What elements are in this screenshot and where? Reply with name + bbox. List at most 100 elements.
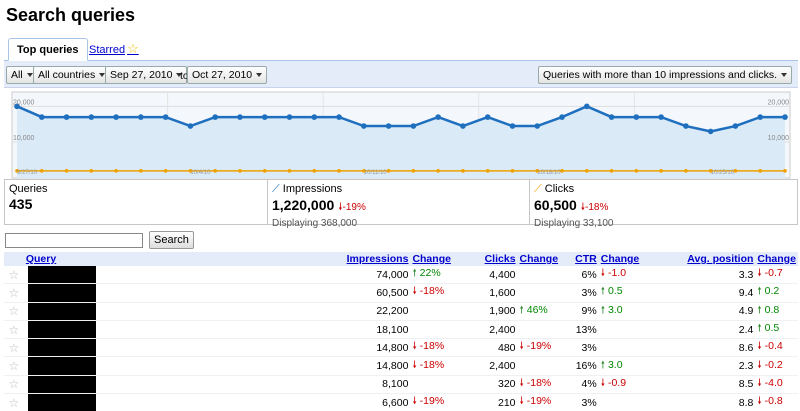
table-row[interactable]: ☆ 74,000 🠕 22% 4,400 6% 🠗 -1.0 3.3 🠗 -0.7 bbox=[4, 266, 798, 285]
country-dropdown[interactable]: All countries bbox=[33, 66, 111, 84]
query-cell-redacted[interactable] bbox=[23, 320, 114, 340]
star-toggle-icon[interactable]: ☆ bbox=[4, 320, 24, 340]
table-header-row: Query Impressions Change Clicks Change C… bbox=[4, 252, 798, 266]
query-filter-dropdown[interactable]: Queries with more than 10 impressions an… bbox=[537, 66, 792, 84]
header-impressions-change[interactable]: Change bbox=[410, 252, 478, 266]
impressions-point bbox=[509, 123, 516, 129]
table-row[interactable]: ☆ 22,200 1,900 🠕 46% 9% 🠕 3.0 4.9 🠕 0.8 bbox=[4, 302, 798, 321]
clicks-point bbox=[312, 169, 317, 173]
change-cell bbox=[410, 302, 478, 321]
change-cell: 🠕 22% bbox=[410, 266, 478, 285]
clicks-point bbox=[461, 169, 465, 173]
y-axis-label-right: 20,000 bbox=[768, 99, 790, 106]
date-to-dropdown[interactable]: Oct 27, 2010 bbox=[187, 66, 268, 84]
metric-queries[interactable]: Queries 435 bbox=[5, 180, 267, 224]
impressions-point bbox=[658, 114, 664, 120]
search-input[interactable] bbox=[5, 233, 143, 248]
x-axis-tick-label: 10/18/10 bbox=[537, 170, 561, 176]
change-cell: 🠗 -18% bbox=[410, 283, 478, 303]
header-impressions[interactable]: Impressions bbox=[113, 252, 411, 266]
clicks-point bbox=[708, 169, 713, 173]
queries-chart[interactable]: 20,000 10,000 20,000 10,000 9/27/10 10/4/10 10… bbox=[4, 88, 798, 179]
impressions-point bbox=[286, 114, 293, 120]
redacted-block bbox=[27, 394, 96, 411]
table-row[interactable]: ☆ 6,600 🠗 -19% 210 🠗 -19% 3% 8.8 🠗 -0.8 bbox=[4, 393, 798, 411]
impressions-point bbox=[361, 123, 367, 129]
line-chart-icon: ⟋ bbox=[534, 183, 542, 195]
y-axis-label-right: 10,000 bbox=[768, 135, 790, 142]
metric-impressions[interactable]: ⟋ Impressions 1,220,000 🠗-19% Displaying… bbox=[267, 180, 529, 229]
star-toggle-icon[interactable]: ☆ bbox=[4, 393, 24, 411]
arrow-down-icon: 🠗 bbox=[757, 377, 762, 389]
query-cell-redacted[interactable] bbox=[23, 375, 114, 395]
clicks-point bbox=[535, 169, 540, 173]
star-toggle-icon[interactable]: ☆ bbox=[4, 375, 24, 395]
avg-position-cell: 9.4 bbox=[656, 283, 756, 303]
change-cell: 🠕 3.0 bbox=[598, 356, 657, 376]
metric-queries-value: 435 bbox=[9, 196, 33, 212]
arrow-down-icon: 🠗 bbox=[757, 268, 762, 280]
query-cell-redacted[interactable] bbox=[23, 393, 114, 411]
impressions-point bbox=[14, 103, 20, 110]
impressions-cell: 14,800 bbox=[113, 356, 411, 376]
arrow-down-icon: 🠗 bbox=[412, 286, 417, 298]
change-cell: 🠗 -4.0 bbox=[755, 375, 798, 395]
header-avg-position[interactable]: Avg. position bbox=[656, 252, 756, 266]
metric-clicks[interactable]: ⟋ Clicks 60,500 🠗-18% Displaying 33,100 bbox=[529, 180, 797, 229]
header-position-change[interactable]: Change bbox=[755, 252, 798, 266]
star-toggle-icon[interactable]: ☆ bbox=[4, 266, 24, 285]
table-row[interactable]: ☆ 18,100 2,400 13% 2.4 🠕 0.5 bbox=[4, 320, 798, 340]
star-toggle-icon[interactable]: ☆ bbox=[4, 338, 24, 358]
ctr-cell: 3% bbox=[573, 283, 599, 303]
arrow-down-icon: 🠗 bbox=[757, 396, 762, 408]
clicks-point bbox=[684, 169, 688, 173]
arrow-down-icon: 🠗 bbox=[412, 359, 417, 371]
redacted-block bbox=[27, 357, 96, 375]
header-ctr[interactable]: CTR bbox=[573, 252, 599, 266]
header-query[interactable]: Query bbox=[23, 252, 114, 266]
change-value: -18% bbox=[526, 376, 552, 389]
query-cell-redacted[interactable] bbox=[23, 356, 114, 376]
star-toggle-icon[interactable]: ☆ bbox=[4, 356, 24, 376]
arrow-up-icon: 🠕 bbox=[757, 323, 762, 335]
impressions-point bbox=[707, 128, 714, 135]
filter-bar: All All countries Sep 27, 2010 to Oct 27… bbox=[4, 61, 798, 88]
table-row[interactable]: ☆ 14,800 🠗 -18% 2,400 16% 🠕 3.0 2.3 🠗 -0.2 bbox=[4, 356, 798, 376]
table-row[interactable]: ☆ 60,500 🠗 -18% 1,600 3% 🠕 0.5 9.4 🠕 0.2 bbox=[4, 283, 798, 303]
impressions-point bbox=[311, 114, 318, 120]
date-from-dropdown[interactable]: Sep 27, 2010 bbox=[105, 66, 188, 84]
header-ctr-change[interactable]: Change bbox=[598, 252, 657, 266]
tab-top-queries[interactable]: Top queries bbox=[8, 38, 88, 61]
impressions-point bbox=[336, 114, 342, 120]
change-cell bbox=[517, 320, 574, 340]
clicks-point bbox=[659, 169, 663, 173]
query-cell-redacted[interactable] bbox=[23, 338, 114, 358]
header-clicks[interactable]: Clicks bbox=[477, 252, 518, 266]
ctr-cell: 9% bbox=[573, 302, 599, 321]
header-clicks-change[interactable]: Change bbox=[517, 252, 574, 266]
query-cell-redacted[interactable] bbox=[23, 266, 114, 285]
arrow-up-icon: 🠕 bbox=[600, 286, 606, 298]
clicks-point bbox=[139, 169, 143, 173]
x-axis-tick-label: 10/25/10 bbox=[711, 170, 735, 176]
query-cell-redacted[interactable] bbox=[23, 283, 114, 303]
table-row[interactable]: ☆ 14,800 🠗 -18% 480 🠗 -19% 3% 8.6 🠗 -0.4 bbox=[4, 338, 798, 358]
impressions-point bbox=[782, 114, 788, 120]
impressions-point bbox=[38, 114, 45, 120]
star-toggle-icon[interactable]: ☆ bbox=[4, 302, 24, 321]
clicks-point bbox=[758, 169, 763, 173]
clicks-point bbox=[411, 169, 416, 173]
change-cell bbox=[598, 338, 657, 358]
search-button[interactable]: Search bbox=[149, 231, 194, 249]
impressions-point bbox=[584, 103, 590, 110]
avg-position-cell: 3.3 bbox=[656, 266, 756, 285]
table-row[interactable]: ☆ 8,100 320 🠗 -18% 4% 🠗 -0.9 8.5 🠗 -4.0 bbox=[4, 375, 798, 395]
change-value: -4.0 bbox=[764, 376, 783, 389]
tab-starred[interactable]: Starred ☆ bbox=[81, 38, 147, 61]
clicks-point bbox=[609, 169, 614, 173]
change-value: -18% bbox=[419, 340, 445, 353]
clicks-point bbox=[39, 169, 44, 173]
query-cell-redacted[interactable] bbox=[23, 302, 114, 321]
clicks-point bbox=[733, 169, 738, 173]
star-toggle-icon[interactable]: ☆ bbox=[4, 283, 24, 303]
